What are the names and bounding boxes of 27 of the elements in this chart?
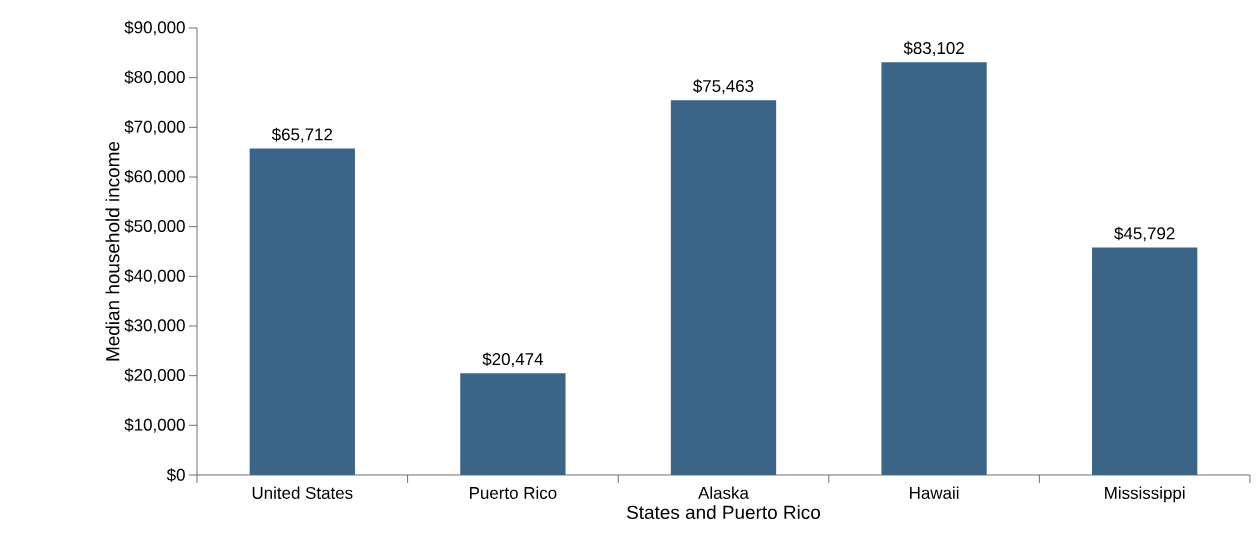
x-tick-label: Alaska [698,486,749,499]
y-tick-label: $80,000 [124,70,185,86]
data-label: $65,712 [271,127,333,143]
y-tick-label: $10,000 [124,417,185,433]
y-axis-title: Median household income [105,141,120,361]
data-label: $45,792 [1114,226,1175,242]
x-axis-title: States and Puerto Rico [627,505,820,520]
y-tick-label: $50,000 [124,219,185,235]
x-tick-label: United States [252,486,353,499]
data-label: $83,102 [903,41,964,57]
bar [460,373,566,475]
data-label: $20,474 [482,352,543,368]
data-label: $75,463 [693,79,754,94]
x-tick-label: Puerto Rico [470,486,557,499]
bar [670,100,777,475]
bar [1092,247,1198,475]
y-tick-label: $70,000 [124,119,185,135]
y-tick-label: $0 [166,468,185,482]
y-tick-label: $20,000 [124,368,185,384]
y-tick-label: $30,000 [124,318,185,334]
y-tick-label: $40,000 [124,268,185,284]
x-tick-label: Hawaii [910,486,959,499]
y-tick-label: $90,000 [124,20,185,36]
y-tick-label: $60,000 [124,169,185,185]
x-tick-label: Mississippi [1105,486,1185,503]
bar [249,148,355,475]
bar [881,62,987,475]
